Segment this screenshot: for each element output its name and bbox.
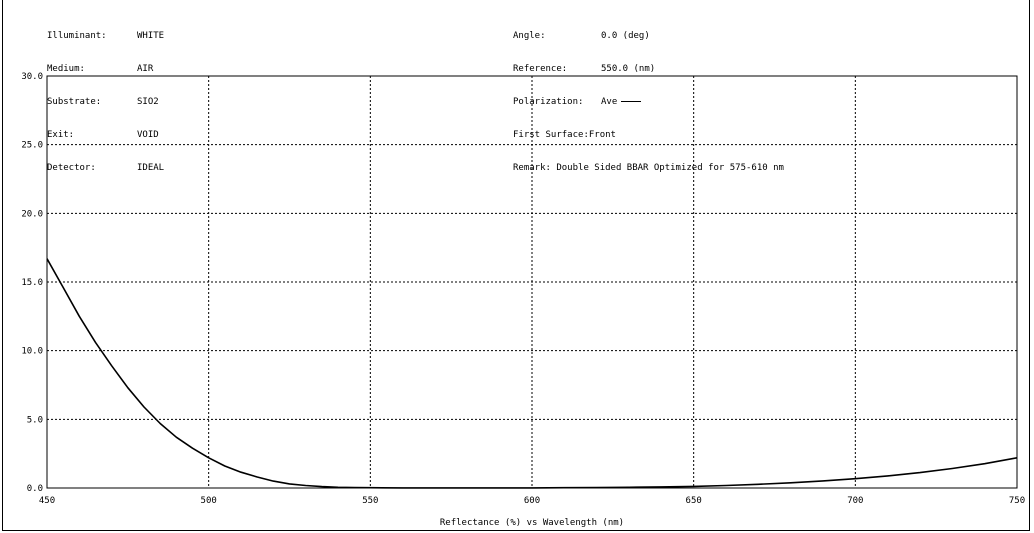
y-tick-label: 20.0 bbox=[21, 209, 43, 219]
x-axis-label: Reflectance (%) vs Wavelength (nm) bbox=[440, 518, 624, 528]
x-tick-label: 750 bbox=[1009, 496, 1025, 506]
y-tick-label: 30.0 bbox=[21, 72, 43, 82]
header-left: Illuminant: WHITE Medium: AIR Substrate: SI… bbox=[47, 9, 164, 185]
reference-key: Reference: bbox=[513, 64, 568, 74]
detector-value: IDEAL bbox=[137, 163, 165, 173]
legend-line-swatch bbox=[621, 101, 642, 102]
first-surface-text: First Surface:Front bbox=[513, 130, 616, 140]
y-tick-label: 5.0 bbox=[27, 415, 43, 425]
x-tick-label: 500 bbox=[201, 496, 217, 506]
y-tick-label: 0.0 bbox=[27, 484, 43, 494]
polarization-value: Ave bbox=[601, 97, 618, 107]
series-layer bbox=[46, 258, 1018, 489]
grid-layer bbox=[47, 76, 1017, 488]
y-tick-label: 15.0 bbox=[21, 278, 43, 288]
exit-value: VOID bbox=[137, 130, 159, 140]
x-tick-label: 650 bbox=[686, 496, 702, 506]
substrate-value: SIO2 bbox=[137, 97, 159, 107]
reference-value: 550.0 (nm) bbox=[601, 64, 656, 74]
angle-value: 0.0 (deg) bbox=[601, 31, 650, 41]
x-tick-label: 450 bbox=[39, 496, 55, 506]
x-tick-label: 700 bbox=[847, 496, 863, 506]
detector-key: Detector: bbox=[47, 163, 96, 173]
illuminant-value: WHITE bbox=[137, 31, 165, 41]
angle-key: Angle: bbox=[513, 31, 546, 41]
illuminant-key: Illuminant: bbox=[47, 31, 107, 41]
medium-value: AIR bbox=[137, 64, 154, 74]
y-tick-label: 10.0 bbox=[21, 347, 43, 357]
x-tick-label: 550 bbox=[362, 496, 378, 506]
x-tick-label: 600 bbox=[524, 496, 540, 506]
exit-key: Exit: bbox=[47, 130, 75, 140]
polarization-key: Polarization: bbox=[513, 97, 584, 107]
medium-key: Medium: bbox=[47, 64, 85, 74]
substrate-key: Substrate: bbox=[47, 97, 102, 107]
tick-layer: 450 500 550 600 650 700 750 0.0 5.0 10.0 15.0 20.0 2… bbox=[21, 72, 1025, 506]
header-right: Angle: 0.0 (deg) Reference: 550.0 (nm) Pol… bbox=[513, 9, 784, 185]
series-line-ave bbox=[46, 258, 1018, 489]
y-tick-label: 25.0 bbox=[21, 141, 43, 151]
